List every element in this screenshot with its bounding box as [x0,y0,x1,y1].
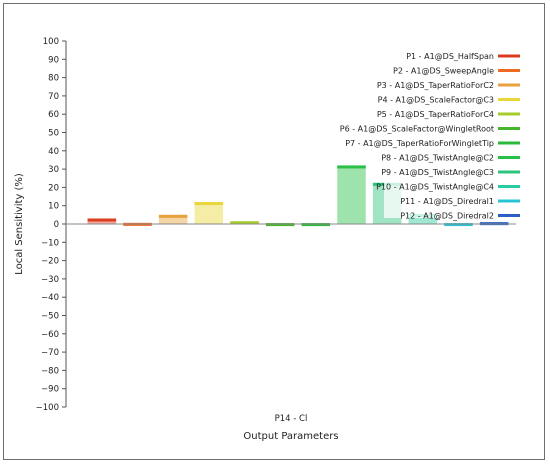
y-tick-label: −50 [41,312,59,322]
y-tick-label: 50 [48,129,59,139]
y-tick-label: −80 [41,366,59,376]
legend-label: P10 - A1@DS_TwistAngle@C4 [376,183,494,192]
y-tick-label: −90 [41,385,59,395]
legend: P1 - A1@DS_HalfSpan P2 - A1@DS_SweepAngle… [340,44,524,221]
y-tick-label: −30 [41,275,59,285]
y-tick-label: −60 [41,330,59,340]
y-tick-label: 20 [48,183,59,193]
bar [194,202,224,224]
legend-swatch [498,54,520,58]
legend-swatch [498,141,520,145]
y-tick-label: 70 [48,92,59,102]
legend-swatch [498,185,520,188]
y-tick-label: −20 [41,257,59,267]
legend-swatch [498,112,520,116]
y-tick-label: 100 [43,37,59,47]
y-tick-label: −70 [41,348,59,358]
x-tick-label: P14 - Cl [275,414,308,424]
y-axis-title: Local Sensitivity (%) [14,173,25,275]
legend-label: P12 - A1@DS_Diredral2 [400,212,494,221]
legend-label: P6 - A1@DS_ScaleFactor@WingletRoot [340,125,494,134]
bar [408,213,438,224]
y-tick-label: 40 [48,147,59,157]
chart-frame: −100 −90 −80 −70 −60 −50 −40 −30 −20 −10 0 10 20 30 40… [3,3,545,460]
bar-cap [444,223,473,227]
y-tick-label: −40 [41,293,59,303]
legend-swatch [498,69,520,72]
bar [158,214,188,224]
legend-label: P9 - A1@DS_TwistAngle@C3 [381,168,494,177]
legend-label: P5 - A1@DS_TaperRatioForC4 [377,110,494,119]
legend-swatch [498,199,520,203]
legend-swatch [498,127,520,130]
bar-cap [158,214,188,218]
y-tick-label: −10 [41,238,59,248]
legend-swatch [498,98,520,101]
y-tick-label: 60 [48,110,59,120]
x-axis-title: Output Parameters [243,431,338,442]
y-tick-label: 10 [48,202,59,212]
y-tick-label: −100 [36,403,59,413]
legend-swatch [498,170,520,174]
legend-swatch [498,83,520,87]
y-tick-label: 80 [48,74,59,84]
y-tick-label: 90 [48,55,59,65]
y-tick-label: 0 [54,220,59,230]
y-tick-label: 30 [48,165,59,175]
legend-swatch [498,214,520,217]
legend-label: P7 - A1@DS_TaperRatioForWingletTip [345,139,494,148]
bar-cap [337,165,366,169]
bar-cap [87,218,117,222]
legend-label: P1 - A1@DS_HalfSpan [406,52,494,61]
bar [337,165,366,224]
legend-background [384,44,524,218]
legend-label: P11 - A1@DS_Diredral1 [400,197,494,206]
legend-label: P8 - A1@DS_TwistAngle@C2 [381,154,494,163]
bar-cap [265,223,295,227]
bar-cap [230,221,259,225]
legend-label: P4 - A1@DS_ScaleFactor@C3 [378,96,494,105]
legend-label: P3 - A1@DS_TaperRatioForC2 [377,81,494,90]
sensitivity-bar-chart: −100−90−80−70−60−50−40−30−20−10010203040… [14,37,524,442]
bar-cap [194,202,224,206]
bar-cap [301,223,331,227]
legend-label: P2 - A1@DS_SweepAngle [393,67,494,76]
legend-swatch [498,156,520,159]
